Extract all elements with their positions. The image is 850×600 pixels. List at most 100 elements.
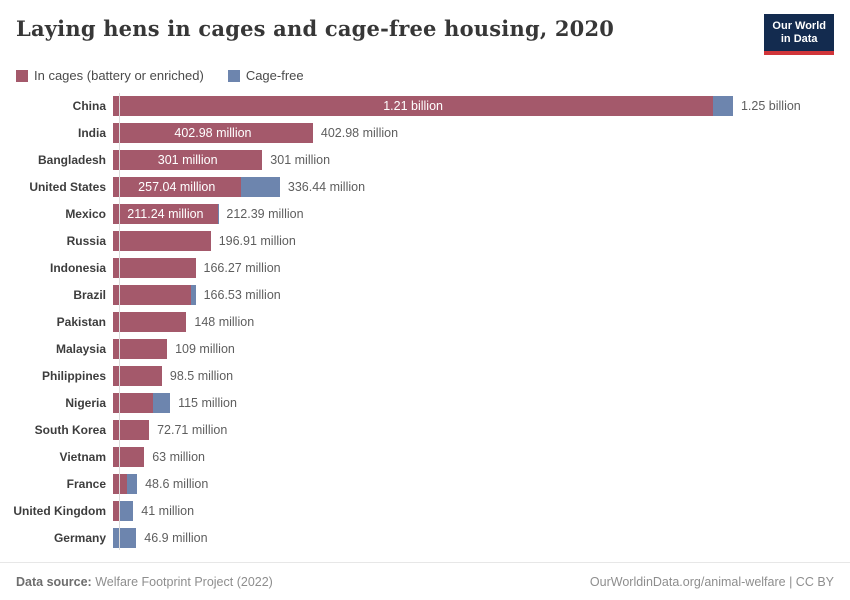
bar-segment-in-cages[interactable]: 301 million: [113, 149, 263, 170]
bar-track: 109 million: [113, 338, 235, 359]
country-label[interactable]: Mexico: [65, 206, 106, 221]
country-label[interactable]: South Korea: [34, 422, 106, 437]
bar-segment-cage-free[interactable]: [126, 473, 138, 494]
bar-segment-in-cages[interactable]: [113, 230, 211, 251]
owid-url-link[interactable]: OurWorldinData.org/animal-welfare | CC B…: [589, 574, 834, 589]
total-value-label: 48.6 million: [145, 476, 209, 491]
bar-value-label: 402.98 million: [174, 125, 252, 140]
bar-segment-in-cages[interactable]: 1.21 billion: [113, 95, 714, 116]
owid-logo-line1: Our World: [772, 20, 826, 32]
total-value-label: 166.53 million: [203, 287, 281, 302]
bar-track: 98.5 million: [113, 365, 234, 386]
country-label[interactable]: Brazil: [73, 287, 106, 302]
footer: Data source: Welfare Footprint Project (…: [0, 562, 850, 600]
total-value-label: 98.5 million: [169, 368, 234, 383]
country-label[interactable]: France: [66, 476, 106, 491]
bar-segment-in-cages[interactable]: [113, 419, 150, 440]
bar-track: 41 million: [113, 500, 195, 521]
chart-row: South Korea 72.71 million: [0, 416, 850, 443]
bar-segment-in-cages[interactable]: 257.04 million: [113, 176, 241, 197]
total-value-label: 336.44 million: [287, 179, 366, 194]
bar-track: 166.53 million: [113, 284, 281, 305]
country-label[interactable]: Germany: [53, 530, 106, 545]
bar-value-label: 1.21 billion: [383, 98, 443, 113]
total-value-label: 115 million: [178, 395, 237, 410]
bar-segment-in-cages[interactable]: [113, 338, 168, 359]
country-label[interactable]: Malaysia: [55, 341, 106, 356]
country-label[interactable]: United States: [29, 179, 106, 194]
chart-row: Germany 46.9 million: [0, 524, 850, 551]
bar-track: 1.21 billion 1.25 billion: [113, 95, 801, 116]
bar-track: 402.98 million 402.98 million: [113, 122, 398, 143]
bar-track: 301 million 301 million: [113, 149, 331, 170]
data-source-text: Welfare Footprint Project (2022): [91, 574, 273, 589]
bar-segment-in-cages[interactable]: 402.98 million: [113, 122, 313, 143]
chart-row: Mexico 211.24 million 212.39 million: [0, 200, 850, 227]
chart-row: Philippines 98.5 million: [0, 362, 850, 389]
bar-segment-in-cages[interactable]: [113, 446, 145, 467]
bar-segment-in-cages[interactable]: [113, 284, 191, 305]
country-label[interactable]: Bangladesh: [37, 152, 106, 167]
bar-track: 148 million: [113, 311, 255, 332]
bar-segment-cage-free[interactable]: [713, 95, 733, 116]
total-value-label: 301 million: [270, 152, 331, 167]
total-value-label: 212.39 million: [226, 206, 304, 221]
chart-row: United States 257.04 million 336.44 millio…: [0, 173, 850, 200]
total-value-label: 1.25 billion: [740, 98, 801, 113]
bar-track: 196.91 million: [113, 230, 296, 251]
bar-segment-cage-free[interactable]: [119, 500, 134, 521]
country-label[interactable]: China: [72, 98, 106, 113]
bar-segment-cage-free[interactable]: [113, 527, 137, 548]
bar-segment-in-cages[interactable]: [113, 500, 120, 521]
bar-segment-in-cages[interactable]: [113, 392, 154, 413]
chart-row: Bangladesh 301 million 301 million: [0, 146, 850, 173]
legend: In cages (battery or enriched) Cage-free: [16, 68, 850, 83]
total-value-label: 109 million: [175, 341, 235, 356]
bar-track: 166.27 million: [113, 257, 281, 278]
bar-segment-cage-free[interactable]: [217, 203, 219, 224]
total-value-label: 41 million: [141, 503, 195, 518]
country-label[interactable]: Nigeria: [65, 395, 106, 410]
data-source-prefix: Data source:: [16, 574, 92, 589]
country-label[interactable]: Russia: [66, 233, 106, 248]
owid-logo-line2: in Data: [780, 33, 818, 45]
country-label[interactable]: Indonesia: [49, 260, 106, 275]
in-cages-swatch-icon: [16, 69, 28, 82]
bar-segment-cage-free[interactable]: [240, 176, 280, 197]
total-value-label: 166.27 million: [203, 260, 281, 275]
country-label[interactable]: Vietnam: [59, 449, 106, 464]
bar-segment-cage-free[interactable]: [190, 284, 196, 305]
chart-row: China 1.21 billion 1.25 billion: [0, 92, 850, 119]
country-label[interactable]: Philippines: [41, 368, 106, 383]
chart-row: Nigeria 115 million: [0, 389, 850, 416]
bar-value-label: 257.04 million: [138, 179, 216, 194]
bar-value-label: 301 million: [157, 152, 218, 167]
country-label[interactable]: India: [77, 125, 106, 140]
chart-row: Vietnam 63 million: [0, 443, 850, 470]
y-axis-line: [119, 93, 120, 550]
country-label[interactable]: Pakistan: [56, 314, 106, 329]
owid-logo[interactable]: Our World in Data: [764, 14, 834, 55]
bar-track: 63 million: [113, 446, 205, 467]
total-value-label: 196.91 million: [218, 233, 296, 248]
bar-track: 257.04 million 336.44 million: [113, 176, 366, 197]
total-value-label: 72.71 million: [157, 422, 228, 437]
cage-free-swatch-icon: [227, 69, 240, 82]
total-value-label: 46.9 million: [144, 530, 208, 545]
legend-item-cage-free: Cage-free: [227, 68, 304, 83]
bar-track: 46.9 million: [113, 527, 208, 548]
bar-segment-in-cages[interactable]: 211.24 million: [113, 203, 218, 224]
bar-segment-in-cages[interactable]: [113, 257, 196, 278]
bar-track: 72.71 million: [113, 419, 228, 440]
chart-row: Pakistan 148 million: [0, 308, 850, 335]
total-value-label: 148 million: [194, 314, 255, 329]
bar-value-label: 211.24 million: [127, 206, 204, 221]
bar-segment-in-cages[interactable]: [113, 311, 187, 332]
bar-segment-cage-free[interactable]: [153, 392, 171, 413]
country-label[interactable]: United Kingdom: [13, 503, 106, 518]
bar-track: 115 million: [113, 392, 237, 413]
bar-segment-in-cages[interactable]: [113, 365, 162, 386]
chart-row: France 48.6 million: [0, 470, 850, 497]
page-title: Laying hens in cages and cage-free housi…: [16, 16, 615, 41]
